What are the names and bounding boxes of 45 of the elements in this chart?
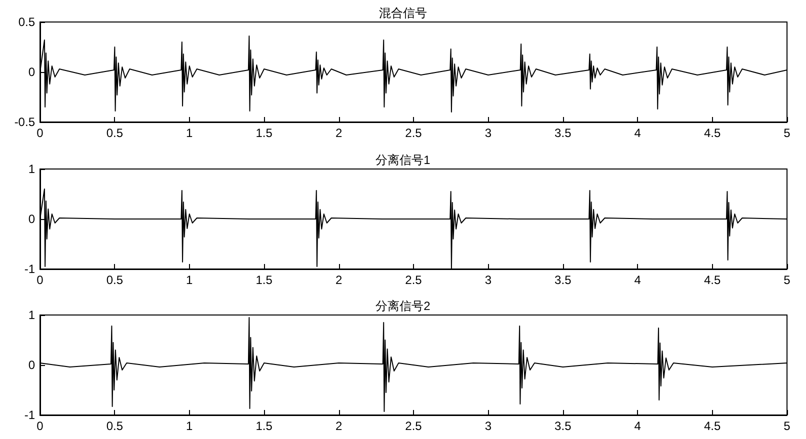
x-tick-label: 3.5	[554, 419, 572, 433]
x-tick-label: 2.5	[405, 126, 422, 140]
x-tick-label: 2.5	[405, 419, 422, 433]
x-tick-label: 0	[36, 272, 44, 286]
x-tick-label: 5	[784, 419, 791, 433]
x-tick-label: 4.5	[704, 419, 721, 433]
x-tick-label: 1	[186, 419, 194, 433]
x-tick-label: 2	[335, 272, 342, 286]
x-tick-label: 4	[634, 272, 642, 286]
x-tick-label: 0.5	[106, 419, 124, 433]
x-tick-label: 2	[335, 419, 342, 433]
x-tick-label: 3	[484, 272, 492, 286]
x-tick-label: 5	[784, 272, 791, 286]
x-tick-label: 2.5	[405, 272, 422, 286]
x-tick-label: 4.5	[704, 272, 721, 286]
x-tick-label: 4	[634, 419, 642, 433]
y-tick-label: 1	[28, 308, 36, 322]
x-tick-label: 3.5	[554, 126, 572, 140]
x-tick-label: 1.5	[256, 126, 273, 140]
x-tick-label: 1	[186, 126, 194, 140]
x-tick-label: 5	[784, 126, 791, 140]
x-tick-label: 4.5	[704, 126, 721, 140]
x-tick-label: 0.5	[106, 272, 124, 286]
x-tick-label: 3	[484, 126, 492, 140]
x-tick-label: 4	[634, 126, 642, 140]
y-tick-label: 0	[28, 212, 36, 226]
y-tick-label: -1	[24, 408, 36, 422]
y-tick-label: 0	[28, 358, 36, 372]
y-tick-label: 0.5	[18, 15, 36, 29]
x-tick-label: 1.5	[256, 272, 273, 286]
x-tick-label: 3	[484, 419, 492, 433]
x-tick-label: 0.5	[106, 126, 124, 140]
y-tick-label: -1	[24, 262, 36, 276]
x-tick-label: 1	[186, 272, 194, 286]
y-tick-label: 1	[28, 162, 36, 176]
x-tick-label: 1.5	[256, 419, 273, 433]
y-tick-label: 0	[28, 65, 36, 79]
x-tick-label: 0	[36, 126, 44, 140]
x-tick-label: 2	[335, 126, 342, 140]
x-tick-label: 0	[36, 419, 44, 433]
x-tick-label: 3.5	[554, 272, 572, 286]
chart-title: 混合信号	[379, 6, 427, 20]
chart-title: 分离信号2	[376, 299, 431, 313]
chart-title: 分离信号1	[376, 152, 431, 166]
y-tick-label: -0.5	[14, 115, 36, 129]
